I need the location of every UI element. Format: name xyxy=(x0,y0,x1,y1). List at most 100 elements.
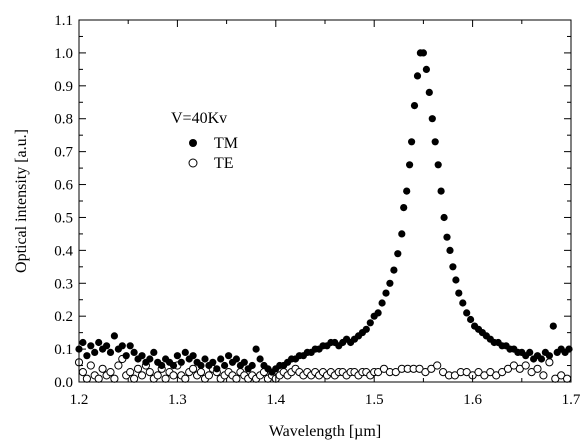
data-point-tm xyxy=(240,358,248,366)
data-point-tm xyxy=(209,358,217,366)
y-tick-label: 0.5 xyxy=(54,210,73,226)
data-point-tm xyxy=(118,342,126,350)
axis-ticks xyxy=(78,19,572,383)
data-point-tm xyxy=(126,342,134,350)
data-point-tm xyxy=(110,332,118,340)
y-tick-label: 0.1 xyxy=(54,342,73,358)
series-te xyxy=(74,354,572,383)
data-point-tm xyxy=(122,352,130,360)
data-point-tm xyxy=(446,246,454,254)
data-point-tm xyxy=(406,161,414,169)
data-point-te xyxy=(126,368,135,377)
legend-label-te: TE xyxy=(214,155,234,172)
data-point-tm xyxy=(422,65,430,73)
legend-label-tm: TM xyxy=(214,135,238,152)
data-point-te xyxy=(161,374,170,383)
data-point-tm xyxy=(79,338,87,347)
data-point-tm xyxy=(256,355,264,363)
data-point-tm xyxy=(459,299,467,307)
data-point-te xyxy=(196,368,206,377)
data-point-tm xyxy=(408,138,416,146)
data-point-tm xyxy=(526,348,534,356)
data-point-tm xyxy=(169,361,178,370)
data-point-tm xyxy=(443,233,451,241)
data-point-tm xyxy=(95,338,103,347)
data-point-te xyxy=(98,364,107,373)
data-point-tm xyxy=(252,345,260,353)
data-point-te xyxy=(563,374,572,383)
y-tick-label: 0.8 xyxy=(54,112,73,128)
data-point-tm xyxy=(455,289,463,297)
legend-title: V=40Kv xyxy=(171,110,227,127)
data-point-tm xyxy=(440,213,448,222)
data-point-te xyxy=(153,371,162,380)
y-tick-label: 1.0 xyxy=(54,46,73,62)
data-point-tm xyxy=(130,348,138,356)
data-point-te xyxy=(433,361,442,370)
x-tick-label: 1.6 xyxy=(463,392,482,408)
data-point-tm xyxy=(403,187,411,195)
y-tick-label: 0.2 xyxy=(54,309,73,325)
x-tick-label: 1.7 xyxy=(562,392,581,408)
data-point-tm xyxy=(545,352,554,360)
data-point-tm xyxy=(83,352,91,360)
data-point-tm xyxy=(374,309,382,317)
data-point-te xyxy=(110,374,119,383)
data-point-tm xyxy=(201,355,209,363)
data-point-tm xyxy=(177,358,185,366)
y-tick-label: 0.4 xyxy=(54,243,73,259)
data-point-tm xyxy=(87,342,95,350)
data-point-tm xyxy=(189,352,197,360)
data-point-tm xyxy=(452,276,460,284)
data-point-tm xyxy=(366,319,374,327)
data-point-te xyxy=(106,368,115,377)
data-point-te xyxy=(145,368,154,377)
x-tick-label: 1.4 xyxy=(266,392,285,408)
data-point-tm xyxy=(463,309,471,317)
tick-labels: 1.2 1.3 1.4 1.5 1.6 1.7 0.0 0.1 0.2 0.3 0.4 0.5 0.6 0… xyxy=(54,13,581,408)
x-tick-label: 1.5 xyxy=(365,392,384,408)
data-point-te xyxy=(130,374,139,383)
data-point-tm xyxy=(173,352,181,360)
data-point-te xyxy=(86,361,95,370)
legend-marker-te xyxy=(188,158,198,168)
data-point-tm xyxy=(197,361,205,370)
data-point-tm xyxy=(467,315,475,324)
data-point-tm xyxy=(390,266,398,274)
y-axis-label: Optical intensity [a.u.] xyxy=(13,129,30,273)
data-point-te xyxy=(114,361,123,370)
y-tick-label: 0.9 xyxy=(54,79,73,95)
data-point-tm xyxy=(232,355,240,363)
data-point-tm xyxy=(91,348,99,356)
y-tick-label: 0.0 xyxy=(54,375,73,391)
data-point-tm xyxy=(225,352,233,360)
data-point-tm xyxy=(106,348,115,356)
y-tick-label: 0.7 xyxy=(54,145,73,161)
data-point-tm xyxy=(378,299,386,307)
data-point-te xyxy=(232,374,241,383)
data-point-te xyxy=(539,371,548,380)
data-point-tm xyxy=(103,342,111,350)
data-point-tm xyxy=(549,322,557,330)
data-point-te xyxy=(189,364,198,373)
data-point-tm xyxy=(431,138,439,146)
plot-marks xyxy=(74,49,573,383)
data-point-te xyxy=(533,364,542,373)
data-point-tm xyxy=(449,263,457,271)
data-point-te xyxy=(181,374,190,383)
data-point-tm xyxy=(437,187,445,195)
data-point-tm xyxy=(217,355,225,363)
y-tick-label: 0.3 xyxy=(54,276,73,292)
data-point-tm xyxy=(382,289,390,297)
data-point-tm xyxy=(138,352,146,360)
data-point-tm xyxy=(398,230,406,238)
data-point-tm xyxy=(413,72,422,80)
data-point-tm xyxy=(181,348,189,356)
data-point-tm xyxy=(150,348,158,356)
data-point-te xyxy=(94,374,103,383)
data-point-tm xyxy=(537,355,546,363)
legend: V=40Kv TM TE xyxy=(171,110,238,172)
data-point-te xyxy=(545,358,554,367)
